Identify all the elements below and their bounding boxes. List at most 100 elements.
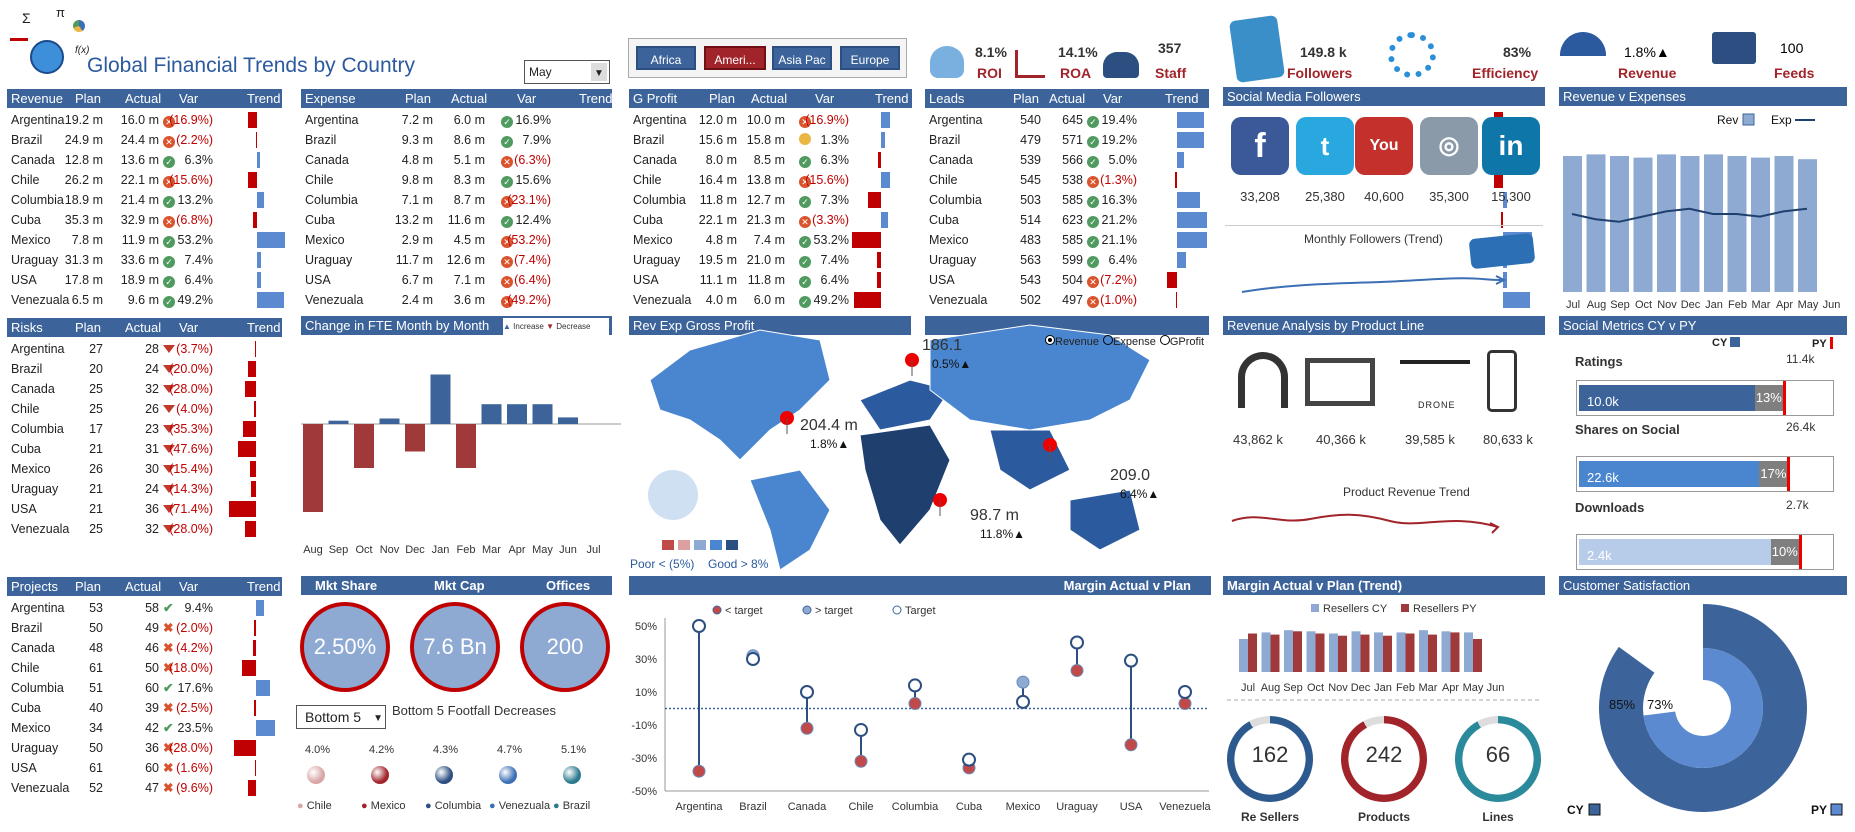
gprofit-row: USA 11.1 m 11.8 m ✓ 6.4% bbox=[629, 270, 1507, 290]
month-select[interactable]: May ▼ bbox=[524, 60, 610, 84]
margin-target-point bbox=[800, 685, 814, 699]
cy-bar bbox=[1441, 631, 1451, 672]
footfall-title: Bottom 5 Footfall Decreases bbox=[392, 703, 557, 718]
row-var: (14.3%) bbox=[169, 482, 213, 496]
gprofit-row: Chile 16.4 m 13.8 m ✕ (15.6%) bbox=[629, 170, 1503, 190]
expense-col-trend: Trend bbox=[579, 91, 613, 106]
map-region bbox=[859, 379, 951, 431]
row-var: (71.4%) bbox=[169, 502, 213, 516]
map-option-radio[interactable]: GProfit bbox=[1159, 335, 1204, 348]
youtube-icon[interactable]: You bbox=[1355, 117, 1413, 175]
instagram-icon[interactable]: ◎ bbox=[1420, 117, 1478, 175]
trend-bar bbox=[248, 361, 256, 377]
row-var: 16.9% bbox=[515, 113, 551, 127]
presentation-icon bbox=[1712, 32, 1756, 64]
row-var: 23.5% bbox=[177, 721, 213, 735]
row-actual: 31 bbox=[145, 442, 159, 456]
expense-col-var: Var bbox=[517, 91, 537, 106]
pi-icon[interactable]: π bbox=[56, 5, 65, 20]
twitter-icon[interactable]: t bbox=[1296, 117, 1354, 175]
instagram-count: 35,300 bbox=[1429, 189, 1469, 204]
function-icon[interactable]: f(x) bbox=[75, 45, 90, 56]
margin-header: Margin Actual v Plan bbox=[629, 576, 1211, 595]
region-americas-button[interactable]: Ameri... bbox=[704, 46, 766, 70]
gprofit-col-actual: Actual bbox=[751, 91, 788, 106]
status-icon: ✕ bbox=[501, 190, 513, 210]
row-country: Canada bbox=[11, 641, 55, 655]
margin-actual-point bbox=[1124, 738, 1138, 752]
map-value-label: 98.7 m bbox=[970, 507, 1019, 524]
row-actual: 571 bbox=[1062, 133, 1083, 147]
kpi-feeds-label: Feeds bbox=[1774, 65, 1815, 81]
row-plan: 61 bbox=[89, 761, 103, 775]
cy-bar bbox=[1351, 631, 1361, 672]
linkedin-icon[interactable]: in bbox=[1482, 117, 1540, 175]
rev-bar bbox=[1586, 154, 1606, 292]
row-var: (15.6%) bbox=[169, 173, 213, 187]
revexp-month: Jan bbox=[1705, 299, 1723, 311]
status-icon bbox=[163, 339, 175, 359]
footfall-legend-item: ● Brazil bbox=[553, 800, 591, 812]
kpi-staff-value: 357 bbox=[1158, 40, 1182, 56]
cy-legend: CY bbox=[1712, 337, 1741, 349]
revexp-month: Dec bbox=[1681, 299, 1701, 311]
pie-icon[interactable] bbox=[73, 20, 85, 32]
map-options: Revenue Expense GProfit bbox=[1045, 335, 1205, 348]
footfall-select[interactable]: Bottom 5 ▼ bbox=[296, 705, 386, 729]
headphones-revenue: 43,862 k bbox=[1233, 432, 1283, 447]
fte-month-label: Oct bbox=[355, 544, 372, 556]
revexp-month: Aug bbox=[1587, 299, 1607, 311]
chevron-down-icon: ▼ bbox=[591, 63, 607, 81]
fte-bar bbox=[379, 418, 400, 424]
row-country: Venezuala bbox=[11, 781, 70, 795]
row-actual: 13.8 m bbox=[746, 173, 785, 187]
row-plan: 4.8 m bbox=[705, 233, 737, 247]
status-icon: ✕ bbox=[501, 230, 513, 250]
region-asiapac-button[interactable]: Asia Pac bbox=[772, 46, 832, 70]
row-var: (47.6%) bbox=[169, 442, 213, 456]
csat-py-value: 73% bbox=[1647, 697, 1673, 712]
headphones-icon bbox=[1238, 352, 1288, 408]
row-country: Argentina bbox=[929, 113, 983, 127]
row-var: (1.0%) bbox=[1100, 293, 1137, 307]
row-plan: 17.8 m bbox=[64, 273, 103, 287]
trend-bar bbox=[1175, 172, 1177, 188]
revenue-col-var: Var bbox=[179, 91, 199, 106]
region-africa-button[interactable]: Africa bbox=[636, 46, 696, 70]
expense-row: USA 6.7 m 7.1 m ✕ (6.4%) bbox=[301, 270, 881, 290]
py-bar bbox=[1338, 635, 1347, 672]
projects-row: Mexico 34 42 ✔ 23.5% bbox=[7, 718, 282, 738]
row-country: Venezuala bbox=[929, 293, 988, 307]
map-option-radio[interactable]: Expense bbox=[1103, 335, 1156, 348]
facebook-icon[interactable]: f bbox=[1231, 117, 1289, 175]
region-europe-button[interactable]: Europe bbox=[840, 46, 900, 70]
status-icon: ✓ bbox=[163, 150, 175, 170]
projects-title: Projects bbox=[11, 579, 58, 594]
row-actual: 585 bbox=[1062, 233, 1083, 247]
row-country: Columbia bbox=[11, 422, 64, 436]
leads-row: Argentina 540 645 ✓ 19.4% bbox=[925, 110, 1209, 130]
margin-category-label: Mexico bbox=[1006, 801, 1041, 813]
row-actual: 24 bbox=[145, 482, 159, 496]
row-var: 6.4% bbox=[820, 273, 850, 287]
map-option-radio[interactable]: Revenue bbox=[1045, 335, 1099, 348]
margin-trend-month: Aug bbox=[1261, 682, 1281, 694]
revexp-month: Mar bbox=[1752, 299, 1771, 311]
row-country: Canada bbox=[633, 153, 677, 167]
map-region bbox=[1069, 489, 1141, 551]
row-country: Uraguay bbox=[929, 253, 977, 267]
revexp-chart: Rev Exp Jul Aug Sep Oct Nov Dec Jan Feb Mar Apr May J… bbox=[1563, 113, 1840, 311]
margin-category-label: Columbia bbox=[892, 801, 939, 813]
row-actual: 24.4 m bbox=[120, 133, 159, 147]
row-actual: 33.6 m bbox=[120, 253, 159, 267]
row-plan: 34 bbox=[89, 721, 103, 735]
footfall-ball bbox=[499, 766, 517, 784]
facebook-count: 33,208 bbox=[1240, 189, 1280, 204]
margin-ytick: 30% bbox=[635, 654, 657, 666]
status-icon: ✓ bbox=[163, 190, 175, 210]
laptop-icon bbox=[1305, 358, 1375, 406]
metric-target: 11.4k bbox=[1786, 352, 1815, 366]
row-var: 7.3% bbox=[820, 193, 850, 207]
sigma-icon[interactable]: Σ bbox=[22, 10, 31, 26]
donut-label: Re Sellers bbox=[1240, 810, 1300, 824]
